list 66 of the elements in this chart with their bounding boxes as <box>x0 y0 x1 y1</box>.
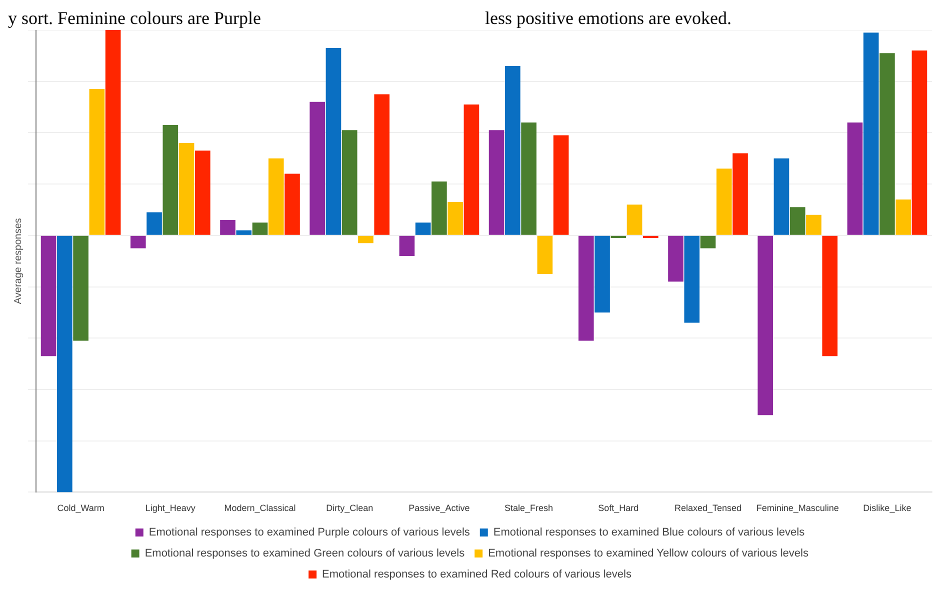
bar <box>326 48 342 235</box>
legend-label: Emotional responses to examined Purple colours of various levels <box>148 526 470 539</box>
text: y sort. Feminine colours are Purple <box>8 8 262 30</box>
bar <box>146 212 162 235</box>
x-tick-label: Relaxed_Tensed <box>674 503 742 514</box>
bar <box>432 182 447 235</box>
bar <box>626 204 642 235</box>
bar <box>822 236 838 356</box>
bar <box>220 220 236 235</box>
legend-label: Emotional responses to examined Red colours of various levels <box>322 568 632 581</box>
bar <box>521 122 536 235</box>
bar <box>342 130 358 235</box>
bar <box>415 222 431 235</box>
x-tick-label: Dislike_Like <box>863 503 912 514</box>
x-tick-label: Feminine_Masculine <box>756 503 839 514</box>
x-tick-label: Stale_Fresh <box>504 503 554 514</box>
bar <box>40 236 56 356</box>
bar <box>732 153 748 235</box>
bar <box>252 222 268 235</box>
legend-label: Emotional responses to examined Yellow colours of various levels <box>488 548 809 560</box>
bar <box>73 236 88 341</box>
x-tick-label: Dirty_Clean <box>326 503 374 514</box>
bar <box>130 236 146 248</box>
bar <box>716 168 732 235</box>
bar <box>358 236 374 244</box>
bar <box>268 158 284 235</box>
bar <box>89 89 105 235</box>
bar <box>448 202 463 235</box>
bar <box>105 30 121 235</box>
x-tick-label: Cold_Warm <box>57 503 104 514</box>
bar <box>488 130 504 235</box>
bar <box>162 125 178 235</box>
bar <box>847 122 863 235</box>
bar <box>880 53 895 235</box>
bar <box>758 236 774 416</box>
bar <box>700 236 716 248</box>
legend-label: Emotional responses to examined Green colours of various levels <box>144 548 466 560</box>
x-tick-label: Passive_Active <box>408 503 470 514</box>
bar <box>668 236 684 282</box>
x-tick-label: Soft_Hard <box>598 503 639 514</box>
bar <box>912 50 928 235</box>
legend-label: Emotional responses to examined Blue colours of various levels <box>493 526 806 539</box>
bar <box>594 236 610 312</box>
bar <box>374 94 390 235</box>
bar <box>194 150 210 235</box>
bar <box>774 158 790 235</box>
bar <box>790 207 806 235</box>
bar <box>505 66 520 235</box>
bar <box>284 174 300 235</box>
bar <box>57 236 72 492</box>
bar <box>236 230 252 235</box>
x-tick-label: Modern_Classical <box>224 503 296 514</box>
bar <box>464 104 480 235</box>
bar <box>399 236 415 256</box>
bar <box>553 135 569 235</box>
text: less positive emotions are evoked. <box>484 8 732 30</box>
x-tick-label: Light_Heavy <box>145 503 196 514</box>
y-axis-title: Average responses <box>12 218 24 304</box>
bar <box>806 214 822 235</box>
bar <box>178 142 194 235</box>
bar <box>863 32 879 235</box>
bar <box>537 236 553 274</box>
bar <box>310 102 326 235</box>
bar <box>896 199 911 235</box>
bar <box>684 236 700 323</box>
bar <box>578 236 594 341</box>
